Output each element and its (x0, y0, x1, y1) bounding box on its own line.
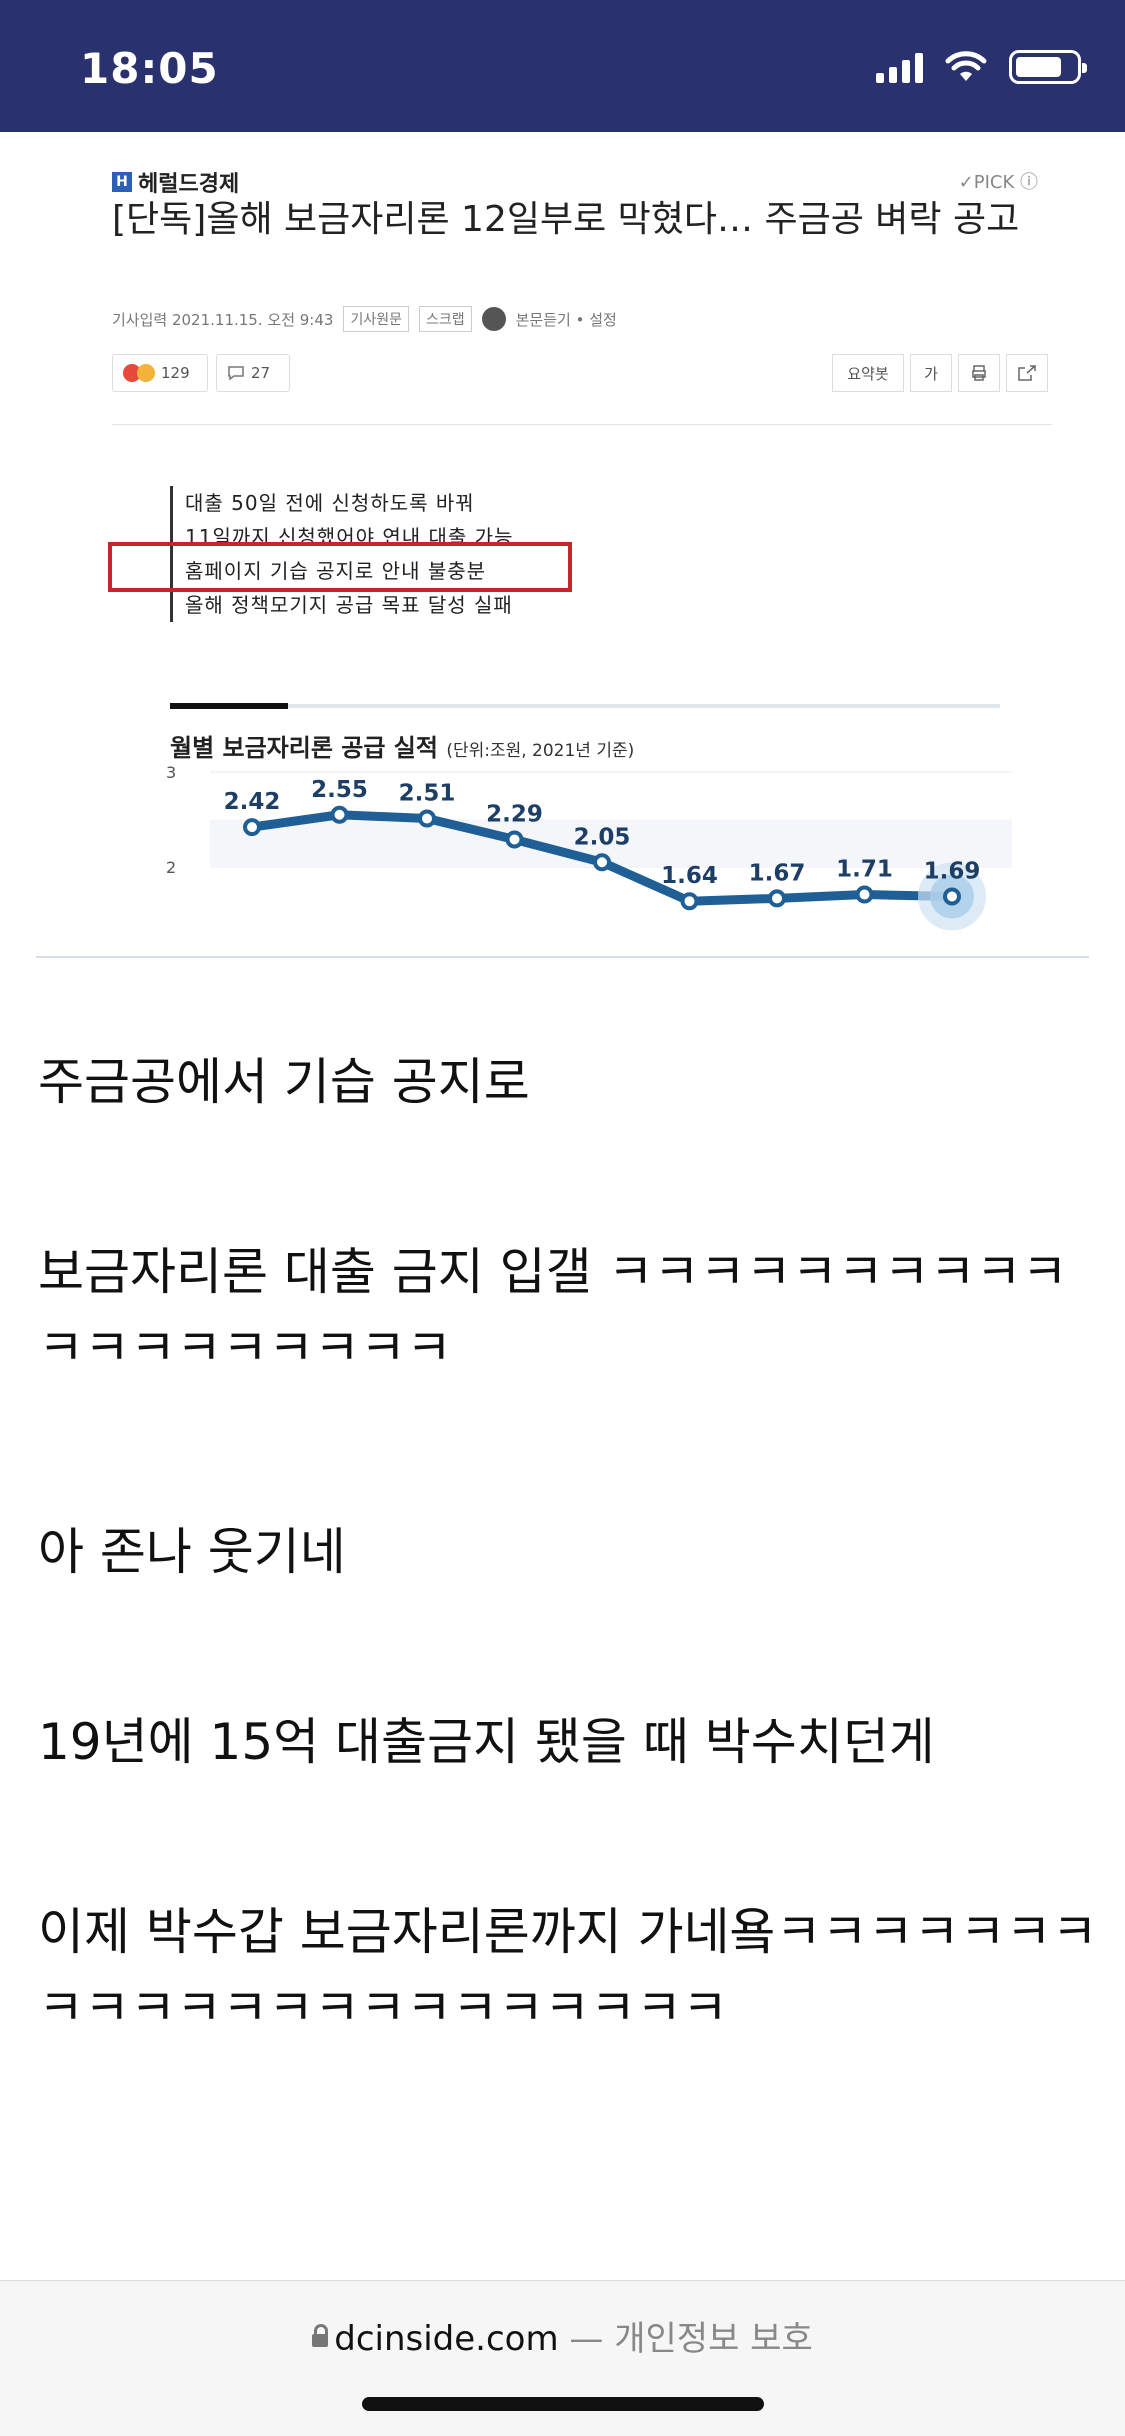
article-headline: [단독]올해 보금자리론 12일부로 막혔다… 주금공 벼락 공고 (112, 199, 1020, 240)
post-line-2: 보금자리론 대출 금지 입갤 ㅋㅋㅋㅋㅋㅋㅋㅋㅋㅋㅋㅋㅋㅋㅋㅋㅋㅋㅋ (38, 1243, 1068, 1377)
chart-title-text: 월별 보금자리론 공급 실적 (170, 734, 438, 762)
share-button (1006, 354, 1048, 392)
data-label: 2.55 (311, 777, 368, 803)
y-tick-label: 2 (166, 858, 176, 877)
data-label: 2.29 (486, 801, 543, 827)
reaction-row: 129 27 요약봇 가 (112, 354, 1052, 394)
brand-logo-icon: H (112, 172, 132, 192)
post-line-5: 이제 박수갑 보금자리론까지 가네욬ㅋㅋㅋㅋㅋㅋㅋㅋㅋㅋㅋㅋㅋㅋㅋㅋㅋㅋㅋㅋㅋㅋ (38, 1903, 1098, 2037)
summary-bullet: 올해 정책모기지 공급 목표 달성 실패 (185, 593, 513, 617)
status-time: 18:05 (80, 44, 219, 93)
summary-bot-button: 요약봇 (832, 354, 904, 392)
site-url[interactable]: dcinside.com (334, 2319, 559, 2359)
post-line-4: 19년에 15억 대출금지 됐을 때 박수치던게 (38, 1713, 935, 1771)
summary-bullet: 홈페이지 기습 공지로 안내 불충분 (185, 559, 487, 583)
supply-line-chart: 3 2 1 2.42 2.55 2.51 2.29 2.05 1.64 1.67 1.71 1.69 (166, 763, 1012, 958)
chart-top-rule (170, 703, 1000, 709)
chart-unit: (단위:조원, 2021년 기준) (446, 741, 635, 761)
y-tick-label: 1 (166, 953, 176, 958)
data-point (330, 805, 349, 824)
article-divider (112, 424, 1052, 425)
data-label: 1.69 (924, 858, 981, 884)
comment-count: 27 (251, 364, 271, 382)
angry-emoji-icon (123, 364, 141, 382)
cellular-signal-icon (876, 51, 923, 83)
share-icon (1018, 365, 1036, 381)
data-label: 2.05 (574, 824, 631, 850)
original-article-button: 기사원문 (343, 306, 409, 332)
sad-emoji-icon (137, 364, 155, 382)
data-point (418, 809, 436, 828)
listen-label: 본문듣기 • 설정 (515, 310, 617, 329)
article-meta: 기사입력 2021.11.15. 오전 9:43 기사원문 스크랩 본문듣기 •… (112, 306, 617, 332)
scrap-button: 스크랩 (418, 306, 472, 332)
article-screenshot: H 헤럴드경제 ✓PICK ⓘ [단독]올해 보금자리론 12일부로 막혔다… … (36, 132, 1089, 958)
article-date: 기사입력 2021.11.15. 오전 9:43 (112, 310, 334, 329)
address-bar[interactable]: dcinside.com — 개인정보 보호 (0, 2311, 1125, 2360)
status-bar: 18:05 (0, 0, 1125, 132)
print-button (958, 354, 1000, 392)
battery-icon (1009, 50, 1087, 84)
comment-button: 27 (216, 354, 290, 392)
data-point (505, 830, 524, 849)
post-line-3: 아 존나 웃기네 (38, 1523, 346, 1581)
post-line-1: 주금공에서 기습 공지로 (38, 1053, 530, 1111)
browser-bottom-bar: dcinside.com — 개인정보 보호 (0, 2280, 1125, 2436)
data-label: 2.51 (399, 781, 456, 807)
data-point (243, 818, 261, 837)
brand-name: 헤럴드경제 (138, 172, 240, 197)
print-icon (972, 365, 986, 381)
lock-icon (312, 2324, 329, 2352)
summary-bullet: 대출 50일 전에 신청하도록 바꿔 (185, 491, 475, 515)
reaction-count: 129 (161, 364, 190, 382)
pick-badge: ✓PICK ⓘ (958, 172, 1038, 193)
summary-bullets: 대출 50일 전에 신청하도록 바꿔 11일까지 신청했어야 연내 대출 가능 … (170, 486, 513, 622)
status-icons (876, 50, 1087, 84)
news-brand: H 헤럴드경제 (112, 166, 239, 198)
privacy-label: 개인정보 보호 (614, 2319, 813, 2359)
data-point (943, 887, 961, 906)
grid-band (210, 819, 1012, 867)
data-point (680, 892, 699, 911)
data-label: 1.64 (661, 863, 718, 889)
data-label: 1.71 (836, 857, 893, 883)
data-point (768, 889, 786, 908)
url-separator: — (569, 2319, 604, 2359)
data-point (593, 853, 611, 872)
chart-title: 월별 보금자리론 공급 실적 (단위:조원, 2021년 기준) (170, 728, 634, 763)
listen-icon (481, 307, 506, 331)
y-tick-label: 3 (166, 763, 176, 782)
comment-icon (228, 366, 244, 381)
data-point (855, 885, 874, 904)
wifi-icon (945, 51, 987, 81)
reaction-button: 129 (112, 354, 208, 392)
highlight-box (108, 542, 572, 592)
data-label: 2.42 (224, 789, 281, 815)
data-label: 1.67 (749, 860, 806, 886)
article-content: H 헤럴드경제 ✓PICK ⓘ [단독]올해 보금자리론 12일부로 막혔다… … (108, 132, 1052, 958)
font-size-button: 가 (910, 354, 952, 392)
home-indicator[interactable] (362, 2397, 764, 2411)
